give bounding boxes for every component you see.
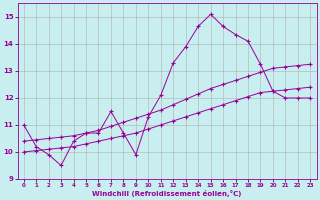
X-axis label: Windchill (Refroidissement éolien,°C): Windchill (Refroidissement éolien,°C)	[92, 190, 242, 197]
